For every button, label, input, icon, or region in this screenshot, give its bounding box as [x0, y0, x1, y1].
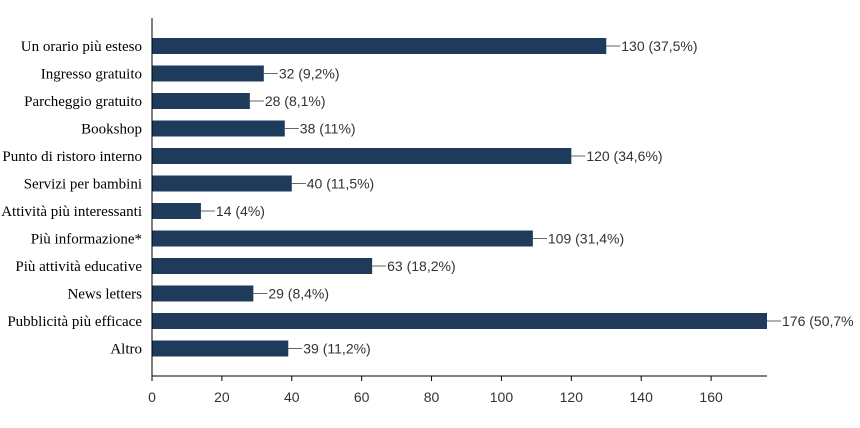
- bar: [152, 120, 285, 137]
- category-label: Punto di ristoro interno: [2, 149, 142, 165]
- bar: [152, 148, 572, 164]
- labels-group: Un orario più esteso 130 (37,5%) Ingresso …: [1, 38, 853, 358]
- x-tick-label: 20: [214, 389, 230, 405]
- bar: [152, 285, 254, 302]
- bar: [152, 203, 201, 219]
- category-label: Un orario più esteso: [21, 39, 142, 55]
- bar: [152, 230, 533, 247]
- bar: [152, 38, 607, 54]
- data-label: 40 (11,5%): [307, 176, 374, 192]
- x-tick-label: 60: [354, 389, 370, 405]
- bar: [152, 340, 289, 357]
- axes-group: 0 20 40 60 80 100 120 140 160: [148, 18, 767, 405]
- data-label: 63 (18,2%): [387, 258, 455, 274]
- bar: [152, 258, 373, 274]
- x-tick-label: 40: [284, 389, 300, 405]
- category-label: Altro: [110, 342, 142, 358]
- bar: [152, 65, 264, 82]
- category-label: News letters: [67, 287, 142, 303]
- data-label: 120 (34,6%): [586, 148, 662, 164]
- category-label: Pubblicità più efficace: [7, 314, 142, 330]
- data-label: 32 (9,2%): [279, 66, 340, 82]
- data-label: 39 (11,2%): [303, 341, 370, 357]
- category-label: Più informazione*: [31, 232, 142, 248]
- data-label: 109 (31,4%): [548, 231, 624, 247]
- data-label: 38 (11%): [300, 121, 356, 137]
- x-tick-label: 120: [560, 389, 584, 405]
- data-label: 14 (4%): [216, 203, 265, 219]
- category-label: Più attività educative: [15, 259, 142, 275]
- data-label: 176 (50,7%: [782, 313, 854, 329]
- data-label: 28 (8,1%): [265, 93, 326, 109]
- category-label: Bookshop: [81, 122, 142, 138]
- category-label: Ingresso gratuito: [41, 67, 142, 83]
- x-tick-label: 100: [490, 389, 514, 405]
- category-label: Attività più interessanti: [1, 204, 142, 220]
- x-tick-label: 80: [424, 389, 440, 405]
- category-label: Servizi per bambini: [24, 177, 142, 193]
- x-tick-label: 140: [630, 389, 654, 405]
- category-label: Parcheggio gratuito: [24, 94, 142, 110]
- bars-group: [152, 38, 767, 357]
- data-label: 29 (8,4%): [268, 286, 329, 302]
- bar: [152, 93, 250, 109]
- x-tick-label: 160: [699, 389, 723, 405]
- bar: [152, 175, 292, 192]
- bar: [152, 313, 767, 329]
- data-label: 130 (37,5%): [621, 38, 697, 54]
- x-tick-label: 0: [148, 389, 156, 405]
